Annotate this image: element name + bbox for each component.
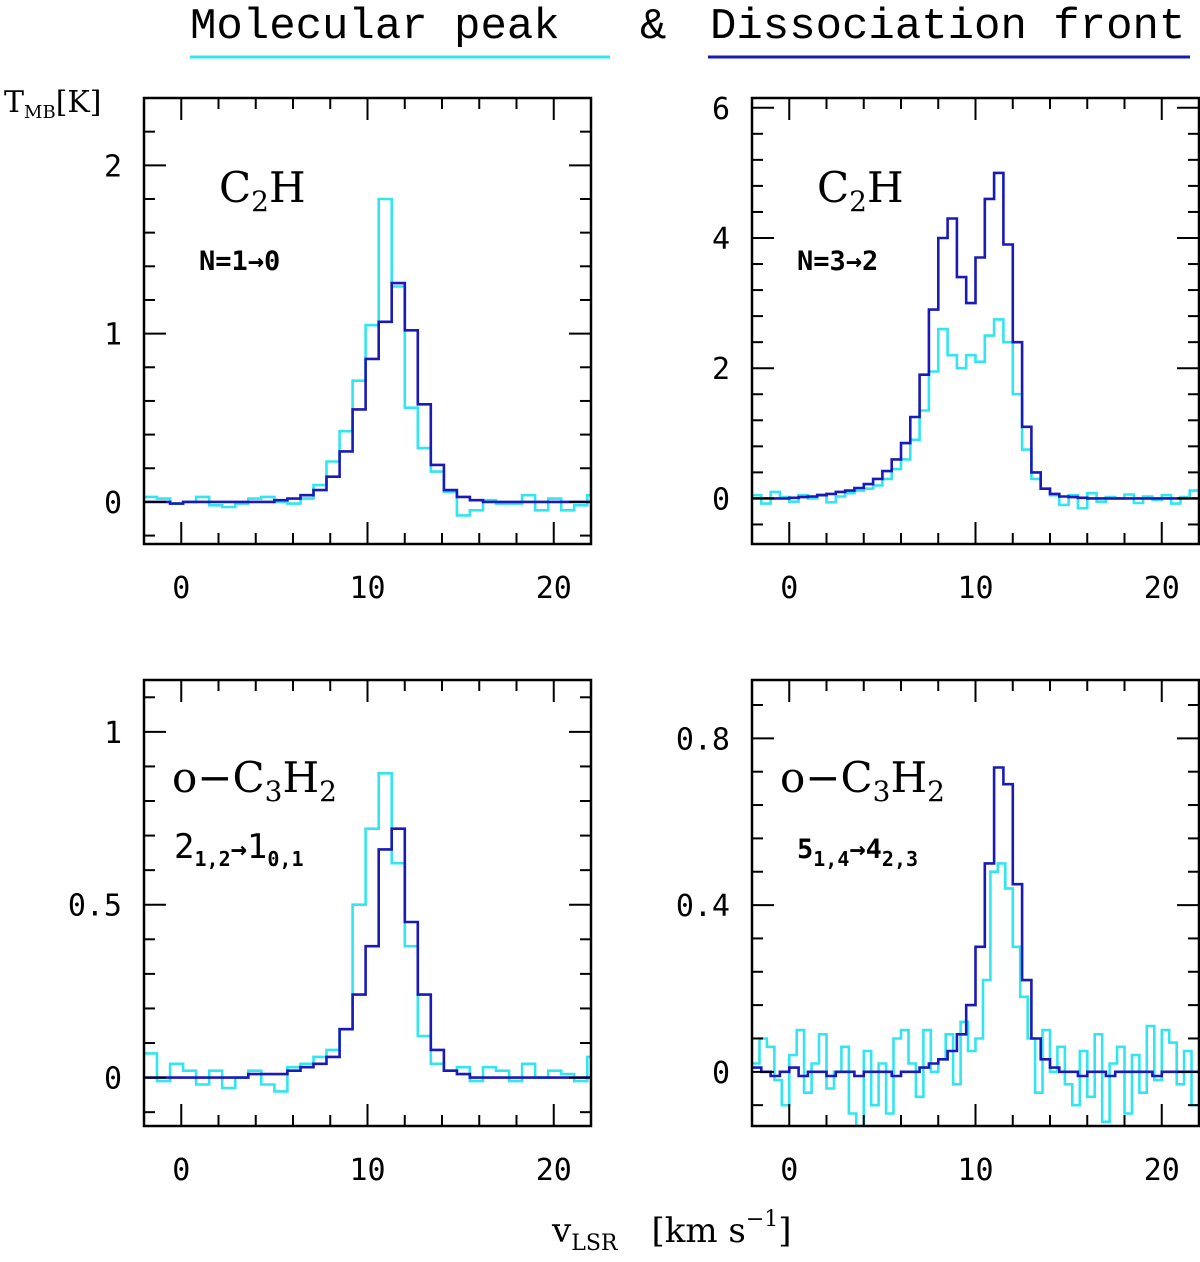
x-tick-label: 0 [172,1153,190,1188]
x-tick-label: 20 [536,1153,572,1188]
y-tick-label: 4 [712,222,730,257]
molecule-label: C2H [817,163,904,218]
x-tick-label: 10 [349,571,385,606]
x-tick-label: 10 [957,1153,993,1188]
x-tick-label: 20 [1144,1153,1180,1188]
dissociation-front-spectrum [752,766,1199,1078]
plot-frame [142,678,593,1128]
panel-c3h2-212-101: 0 10 20 0 0.5 1 o−C3H2 21,2→10,1 [68,678,593,1188]
y-tick-label: 0.5 [68,889,122,924]
molecule-label: C2H [219,163,306,218]
y-tick-label: 1 [104,716,122,751]
x-tick-label: 20 [536,571,572,606]
y-tick-label: 0.8 [676,722,730,757]
y-tick-label: 1 [104,318,122,353]
panel-c2h-n1-0: 0 10 20 0 1 2 C2H N=1→0 [104,96,593,606]
y-tick-label: 0 [712,1056,730,1091]
y-tick-label: 6 [712,92,730,127]
transition-label: 21,2→10,1 [174,827,303,871]
molecular-peak-spectrum [752,862,1199,1126]
x-tick-label: 10 [957,571,993,606]
y-axis-label: TMB[K] [4,85,102,123]
molecular-peak-spectrum [144,772,591,1093]
panel-c2h-n3-2: 0 10 20 0 2 4 6 C2H N=3→2 [712,92,1200,606]
x-tick-label: 20 [1144,571,1180,606]
molecule-label: o−C3H2 [780,753,945,808]
y-tick-label: 2 [712,352,730,387]
transition-label: 51,4→42,3 [797,834,918,871]
molecule-label: o−C3H2 [172,753,337,808]
x-tick-label: 10 [349,1153,385,1188]
molecular-peak-spectrum [752,318,1199,510]
y-tick-label: 0.4 [676,889,730,924]
dissociation-front-spectrum [752,171,1199,500]
dissociation-front-spectrum [144,827,591,1079]
molecular-peak-spectrum [144,197,591,517]
x-axis-label: vLSR [km s−1] [551,1207,792,1256]
transition-label: N=3→2 [797,246,878,277]
legend-molecular-peak: Molecular peak [190,2,560,52]
transition-label: N=1→0 [199,246,280,277]
x-tick-label: 0 [780,1153,798,1188]
y-tick-label: 0 [712,482,730,517]
legend-ampersand: & [640,2,666,52]
legend-dissociation-front: Dissociation front [710,2,1185,52]
plot-frame [142,96,593,546]
panel-c3h2-514-423: 0 10 20 0 0.4 0.8 o−C3H2 51,4→42,3 [676,678,1200,1188]
dissociation-front-spectrum [144,281,591,505]
x-tick-label: 0 [780,571,798,606]
y-tick-label: 2 [104,149,122,184]
y-tick-label: 0 [104,1062,122,1097]
y-tick-label: 0 [104,486,122,521]
x-tick-label: 0 [172,571,190,606]
